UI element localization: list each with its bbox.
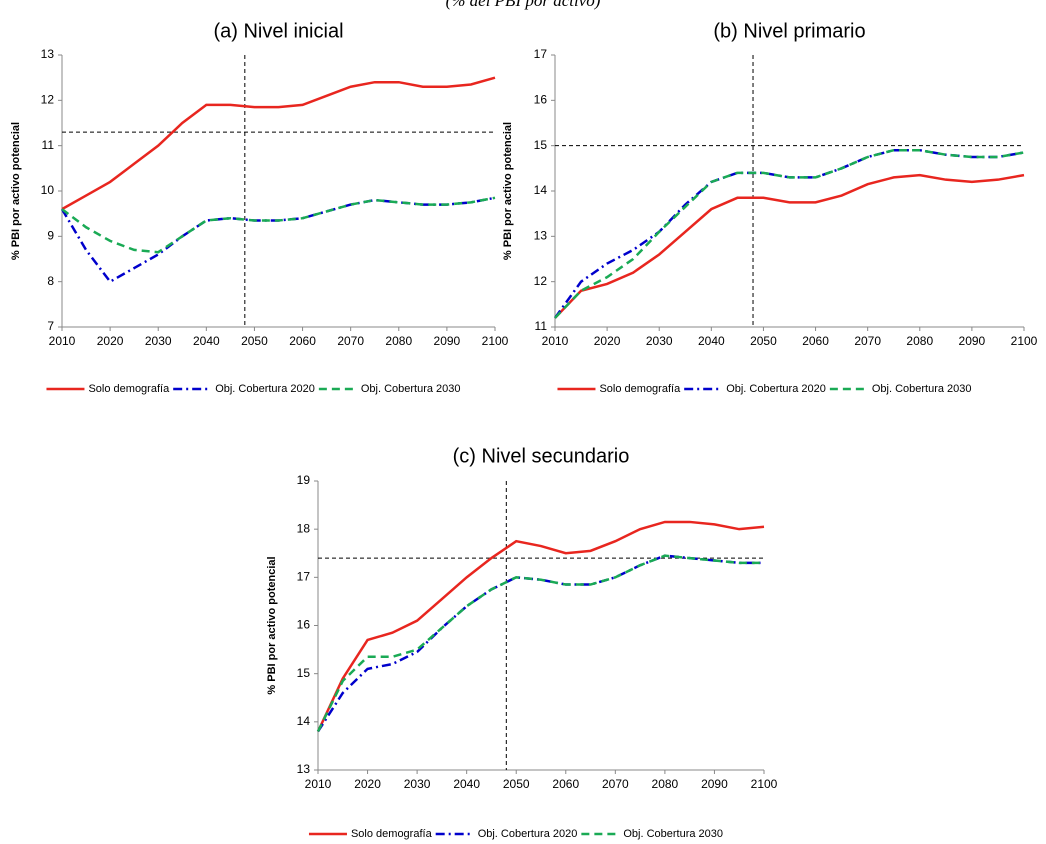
x-tick-label: 2060: [552, 777, 579, 791]
y-tick-label: 12: [534, 274, 548, 288]
y-tick-label: 16: [534, 93, 548, 107]
x-tick-label: 2020: [97, 334, 124, 348]
y-axis-label: % PBI por activo potencial: [502, 122, 514, 260]
y-tick-label: 13: [41, 47, 55, 61]
caption: (% del PBI por activo): [446, 0, 601, 10]
y-tick-label: 11: [42, 138, 55, 152]
legend: Solo demografía Obj. Cobertura 2020 Obj. C…: [308, 828, 723, 840]
legend: Solo demografía Obj. Cobertura 2020 Obj. C…: [557, 383, 972, 395]
x-tick-label: 2060: [802, 334, 829, 348]
x-tick-label: 2010: [305, 777, 332, 791]
y-tick-label: 7: [47, 319, 54, 333]
series-line: [316, 520, 765, 732]
legend-label: Solo demografía: [599, 383, 681, 395]
chart-title: (b) Nivel primario: [713, 20, 865, 42]
y-tick-label: 15: [534, 138, 548, 152]
y-tick-label: 15: [297, 666, 311, 680]
x-tick-label: 2050: [750, 334, 777, 348]
x-tick-label: 2100: [751, 777, 778, 791]
y-tick-label: 14: [534, 183, 548, 197]
legend-label: Obj. Cobertura 2020: [726, 383, 826, 395]
legend-label: Obj. Cobertura 2020: [215, 383, 315, 395]
chart-title: (a) Nivel inicial: [213, 20, 343, 42]
legend-label: Obj. Cobertura 2020: [478, 828, 578, 840]
y-tick-label: 17: [297, 570, 311, 584]
x-tick-label: 2020: [354, 777, 381, 791]
series-line: [554, 148, 1025, 319]
x-tick-label: 2010: [49, 334, 76, 348]
x-tick-label: 2100: [1011, 334, 1038, 348]
x-tick-label: 2080: [652, 777, 679, 791]
x-tick-label: 2080: [906, 334, 933, 348]
y-tick-label: 10: [41, 183, 55, 197]
x-tick-label: 2050: [241, 334, 268, 348]
y-tick-label: 8: [47, 274, 54, 288]
x-tick-label: 2070: [602, 777, 629, 791]
x-tick-label: 2030: [404, 777, 431, 791]
y-tick-label: 19: [297, 473, 311, 487]
y-tick-label: 9: [47, 229, 54, 243]
x-tick-label: 2040: [698, 334, 725, 348]
series-line: [553, 148, 1025, 319]
y-axis-label: % PBI por activo potencial: [10, 122, 22, 260]
y-tick-label: 17: [534, 47, 548, 61]
y-tick-label: 16: [297, 618, 311, 632]
y-tick-label: 14: [297, 714, 311, 728]
y-axis-label: % PBI por activo potencial: [266, 556, 278, 694]
x-tick-label: 2070: [854, 334, 881, 348]
x-tick-label: 2100: [482, 334, 509, 348]
x-tick-label: 2050: [503, 777, 530, 791]
series-line: [61, 196, 496, 254]
legend: Solo demografía Obj. Cobertura 2020 Obj. C…: [46, 383, 461, 395]
legend-label: Solo demografía: [88, 383, 170, 395]
series-line: [61, 76, 496, 211]
legend-label: Obj. Cobertura 2030: [872, 383, 972, 395]
y-tick-label: 13: [534, 229, 548, 243]
y-tick-label: 12: [41, 93, 55, 107]
x-tick-label: 2080: [385, 334, 412, 348]
y-tick-label: 18: [297, 521, 311, 535]
series-line: [60, 196, 496, 284]
series-line: [554, 173, 1025, 319]
legend-label: Solo demografía: [351, 828, 433, 840]
x-tick-label: 2090: [959, 334, 986, 348]
legend-label: Obj. Cobertura 2030: [361, 383, 461, 395]
x-tick-label: 2070: [337, 334, 364, 348]
x-tick-label: 2030: [646, 334, 673, 348]
legend-label: Obj. Cobertura 2030: [623, 828, 723, 840]
series-line: [316, 554, 764, 733]
x-tick-label: 2090: [434, 334, 461, 348]
series-line: [316, 554, 764, 733]
chart-title: (c) Nivel secundario: [453, 445, 630, 467]
x-tick-label: 2040: [453, 777, 480, 791]
x-tick-label: 2020: [594, 334, 621, 348]
y-tick-label: 13: [297, 762, 311, 776]
x-tick-label: 2060: [289, 334, 316, 348]
x-tick-label: 2090: [701, 777, 728, 791]
x-tick-label: 2010: [542, 334, 569, 348]
x-tick-label: 2040: [193, 334, 220, 348]
y-tick-label: 11: [535, 319, 548, 333]
x-tick-label: 2030: [145, 334, 172, 348]
